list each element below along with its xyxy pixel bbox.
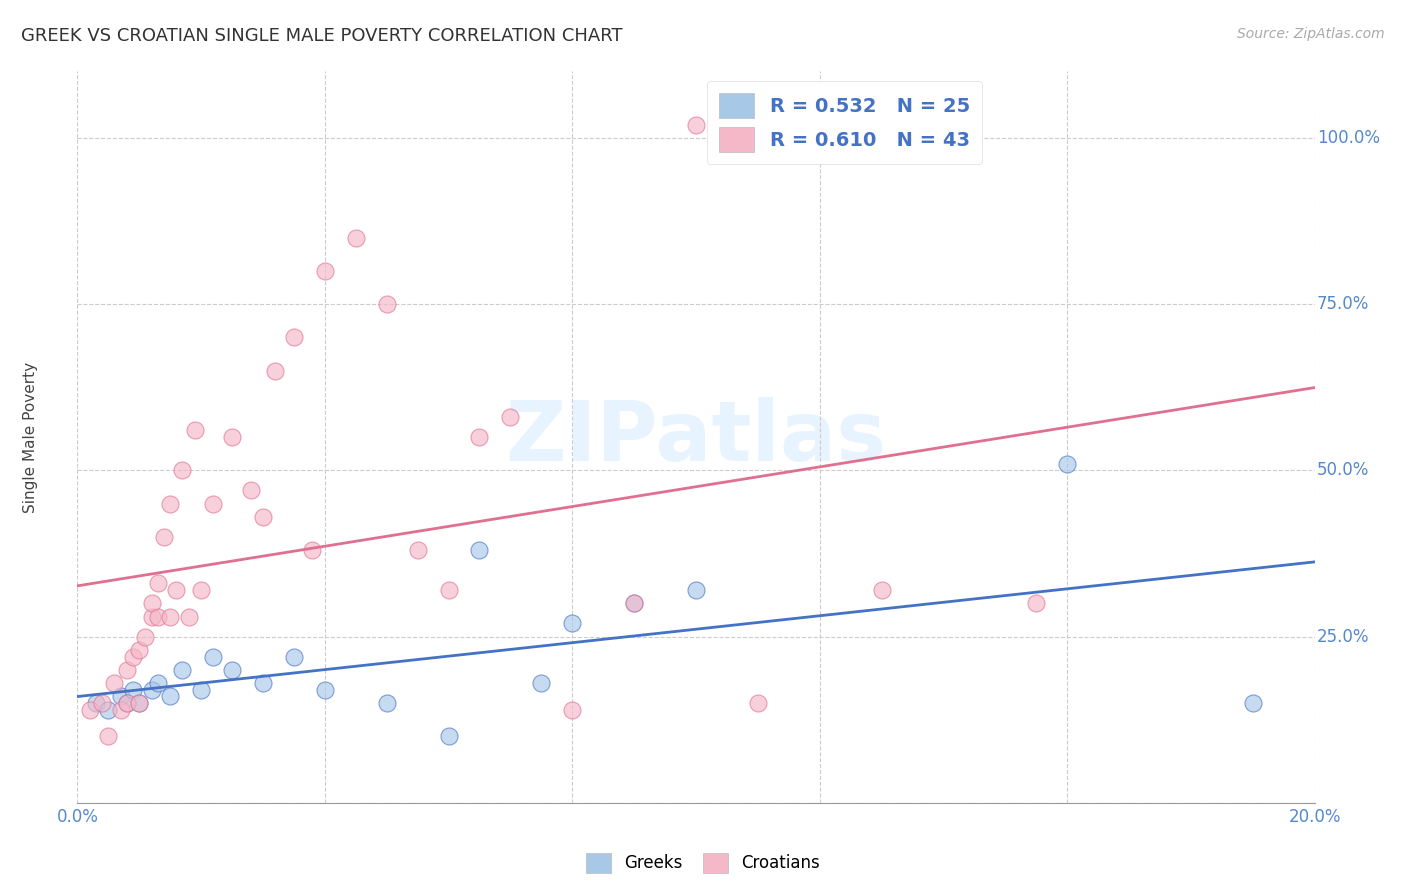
Point	[134, 630, 156, 644]
Point	[685, 118, 707, 132]
Point	[252, 676, 274, 690]
Point	[685, 582, 707, 597]
Legend: Greeks, Croatians: Greeks, Croatians	[579, 847, 827, 880]
Point	[122, 682, 145, 697]
Text: 50.0%: 50.0%	[1317, 461, 1369, 479]
Legend: R = 0.532   N = 25, R = 0.610   N = 43: R = 0.532 N = 25, R = 0.610 N = 43	[707, 81, 981, 164]
Text: 75.0%: 75.0%	[1317, 295, 1369, 313]
Point	[283, 649, 305, 664]
Point	[252, 509, 274, 524]
Text: 100.0%: 100.0%	[1317, 128, 1381, 147]
Point	[468, 543, 491, 558]
Point	[159, 690, 181, 704]
Point	[221, 430, 243, 444]
Text: GREEK VS CROATIAN SINGLE MALE POVERTY CORRELATION CHART: GREEK VS CROATIAN SINGLE MALE POVERTY CO…	[21, 27, 623, 45]
Point	[110, 690, 132, 704]
Point	[115, 663, 138, 677]
Point	[184, 424, 207, 438]
Point	[1025, 596, 1047, 610]
Point	[172, 663, 194, 677]
Point	[530, 676, 553, 690]
Text: Single Male Poverty: Single Male Poverty	[22, 361, 38, 513]
Point	[141, 596, 163, 610]
Point	[468, 430, 491, 444]
Point	[314, 264, 336, 278]
Point	[153, 530, 176, 544]
Point	[159, 609, 181, 624]
Point	[128, 696, 150, 710]
Text: Source: ZipAtlas.com: Source: ZipAtlas.com	[1237, 27, 1385, 41]
Point	[97, 729, 120, 743]
Point	[437, 729, 460, 743]
Point	[146, 576, 169, 591]
Text: ZIPatlas: ZIPatlas	[506, 397, 886, 477]
Point	[301, 543, 323, 558]
Point	[623, 596, 645, 610]
Point	[122, 649, 145, 664]
Point	[190, 582, 212, 597]
Point	[84, 696, 107, 710]
Point	[146, 676, 169, 690]
Point	[79, 703, 101, 717]
Point	[103, 676, 125, 690]
Point	[190, 682, 212, 697]
Point	[202, 497, 225, 511]
Point	[344, 230, 367, 244]
Point	[406, 543, 429, 558]
Point	[747, 696, 769, 710]
Point	[561, 616, 583, 631]
Point	[239, 483, 262, 498]
Point	[264, 363, 287, 377]
Point	[110, 703, 132, 717]
Point	[437, 582, 460, 597]
Point	[91, 696, 114, 710]
Point	[375, 297, 398, 311]
Point	[202, 649, 225, 664]
Point	[172, 463, 194, 477]
Point	[1241, 696, 1264, 710]
Text: 25.0%: 25.0%	[1317, 628, 1369, 646]
Point	[115, 696, 138, 710]
Point	[141, 609, 163, 624]
Point	[177, 609, 200, 624]
Point	[221, 663, 243, 677]
Point	[128, 643, 150, 657]
Point	[870, 582, 893, 597]
Point	[314, 682, 336, 697]
Point	[97, 703, 120, 717]
Point	[1056, 457, 1078, 471]
Point	[375, 696, 398, 710]
Point	[165, 582, 187, 597]
Point	[128, 696, 150, 710]
Point	[141, 682, 163, 697]
Point	[146, 609, 169, 624]
Point	[623, 596, 645, 610]
Point	[499, 410, 522, 425]
Point	[561, 703, 583, 717]
Point	[115, 696, 138, 710]
Point	[159, 497, 181, 511]
Point	[283, 330, 305, 344]
